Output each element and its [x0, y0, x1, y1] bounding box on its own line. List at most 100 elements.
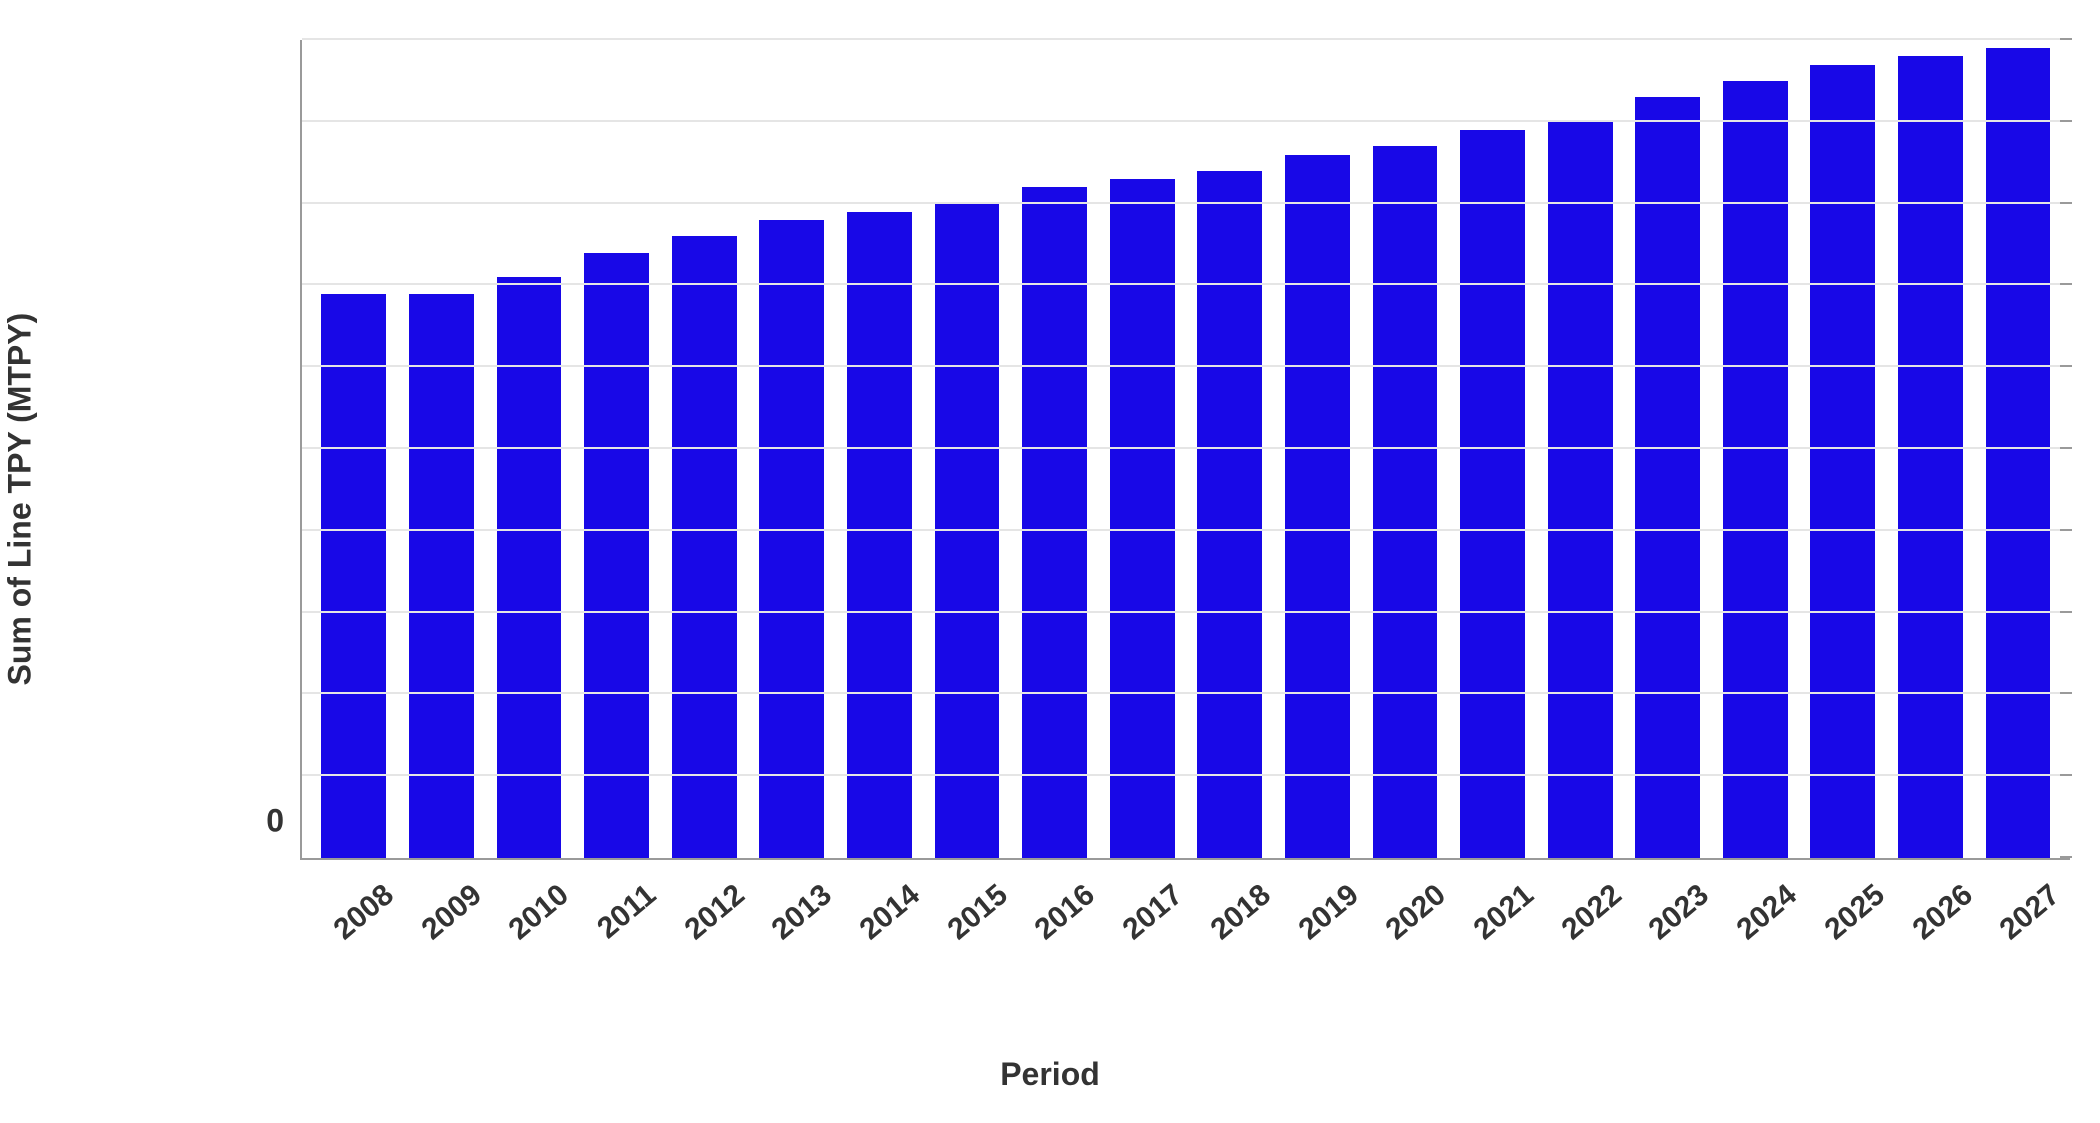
x-label-slot: 2020 [1360, 870, 1448, 990]
gridline [302, 365, 2070, 367]
x-tick-label: 2020 [1380, 878, 1453, 947]
gridline [302, 283, 2070, 285]
bar-chart: Sum of Line TPY (MTPY) 0 200820092010201… [0, 0, 2100, 1123]
y-tick-mark [2060, 447, 2072, 449]
y-tick-mark [2060, 38, 2072, 40]
bar [1373, 146, 1438, 858]
gridline [302, 774, 2070, 776]
bar-slot [1887, 40, 1975, 858]
bar [584, 253, 649, 858]
gridline [302, 202, 2070, 204]
y-tick-mark [2060, 529, 2072, 531]
bar-slot [573, 40, 661, 858]
x-tick-label: 2009 [415, 878, 488, 947]
x-tick-label: 2015 [941, 878, 1014, 947]
gridline [302, 692, 2070, 694]
bar [1197, 171, 1262, 858]
bar-slot [836, 40, 924, 858]
x-label-slot: 2023 [1624, 870, 1712, 990]
x-label-slot: 2015 [922, 870, 1010, 990]
y-tick-mark [2060, 120, 2072, 122]
x-tick-label: 2022 [1555, 878, 1628, 947]
x-tick-label: 2014 [854, 878, 927, 947]
bar [1022, 187, 1087, 858]
bar-slot [1274, 40, 1362, 858]
x-label-slot: 2018 [1185, 870, 1273, 990]
x-label-slot: 2027 [1974, 870, 2062, 990]
x-label-slot: 2014 [834, 870, 922, 990]
bar [1285, 155, 1350, 858]
bar-slot [1624, 40, 1712, 858]
x-label-slot: 2017 [1097, 870, 1185, 990]
gridline [302, 38, 2070, 40]
bar-slot [1449, 40, 1537, 858]
y-axis-title: Sum of Line TPY (MTPY) [2, 312, 39, 685]
x-label-slot: 2008 [308, 870, 396, 990]
bar-slot [1974, 40, 2062, 858]
x-tick-label: 2024 [1731, 878, 1804, 947]
bar-slot [310, 40, 398, 858]
bar [759, 220, 824, 858]
y-tick-mark [2060, 692, 2072, 694]
bars-container [302, 40, 2070, 858]
x-label-slot: 2011 [571, 870, 659, 990]
y-tick-label: 0 [266, 803, 302, 840]
x-tick-label: 2025 [1818, 878, 1891, 947]
bar-slot [1098, 40, 1186, 858]
bar-slot [1361, 40, 1449, 858]
bar [1635, 97, 1700, 858]
bar [1810, 65, 1875, 858]
y-tick-mark [2060, 283, 2072, 285]
bar [1986, 48, 2051, 858]
bar-slot [485, 40, 573, 858]
x-label-slot: 2022 [1536, 870, 1624, 990]
bar-slot [660, 40, 748, 858]
x-tick-label: 2008 [327, 878, 400, 947]
gridline [302, 120, 2070, 122]
gridline [302, 447, 2070, 449]
bar-slot [1011, 40, 1099, 858]
bar [672, 236, 737, 858]
x-tick-label: 2019 [1292, 878, 1365, 947]
x-label-slot: 2024 [1711, 870, 1799, 990]
x-label-slot: 2009 [396, 870, 484, 990]
x-label-slot: 2016 [1010, 870, 1098, 990]
gridline [302, 529, 2070, 531]
bar-slot [1799, 40, 1887, 858]
x-tick-label: 2023 [1643, 878, 1716, 947]
bar-slot [1186, 40, 1274, 858]
y-tick-mark [2060, 774, 2072, 776]
y-tick-mark [2060, 202, 2072, 204]
y-tick-mark [2060, 611, 2072, 613]
x-tick-label: 2018 [1204, 878, 1277, 947]
x-label-slot: 2012 [659, 870, 747, 990]
bar [1110, 179, 1175, 858]
x-axis-title: Period [0, 1056, 2100, 1093]
x-tick-label: 2021 [1468, 878, 1541, 947]
x-label-slot: 2026 [1887, 870, 1975, 990]
gridline [302, 611, 2070, 613]
x-tick-label: 2026 [1906, 878, 1979, 947]
x-label-slot: 2010 [483, 870, 571, 990]
bar-slot [923, 40, 1011, 858]
y-tick-mark [2060, 856, 2072, 858]
bar [847, 212, 912, 858]
y-tick-mark [2060, 365, 2072, 367]
bar-slot [748, 40, 836, 858]
bar-slot [1712, 40, 1800, 858]
bar-slot [398, 40, 486, 858]
x-tick-label: 2011 [591, 878, 663, 946]
x-tick-label: 2012 [678, 878, 751, 947]
x-label-slot: 2019 [1273, 870, 1361, 990]
x-label-slot: 2021 [1448, 870, 1536, 990]
bar [1460, 130, 1525, 858]
bar [1548, 122, 1613, 858]
x-axis-labels: 2008200920102011201220132014201520162017… [300, 870, 2070, 990]
bar [1898, 56, 1963, 858]
plot-area: 0 [300, 40, 2070, 860]
x-tick-label: 2013 [766, 878, 839, 947]
bar-slot [1536, 40, 1624, 858]
x-tick-label: 2017 [1117, 878, 1190, 947]
x-tick-label: 2027 [1994, 878, 2067, 947]
bar [1723, 81, 1788, 858]
